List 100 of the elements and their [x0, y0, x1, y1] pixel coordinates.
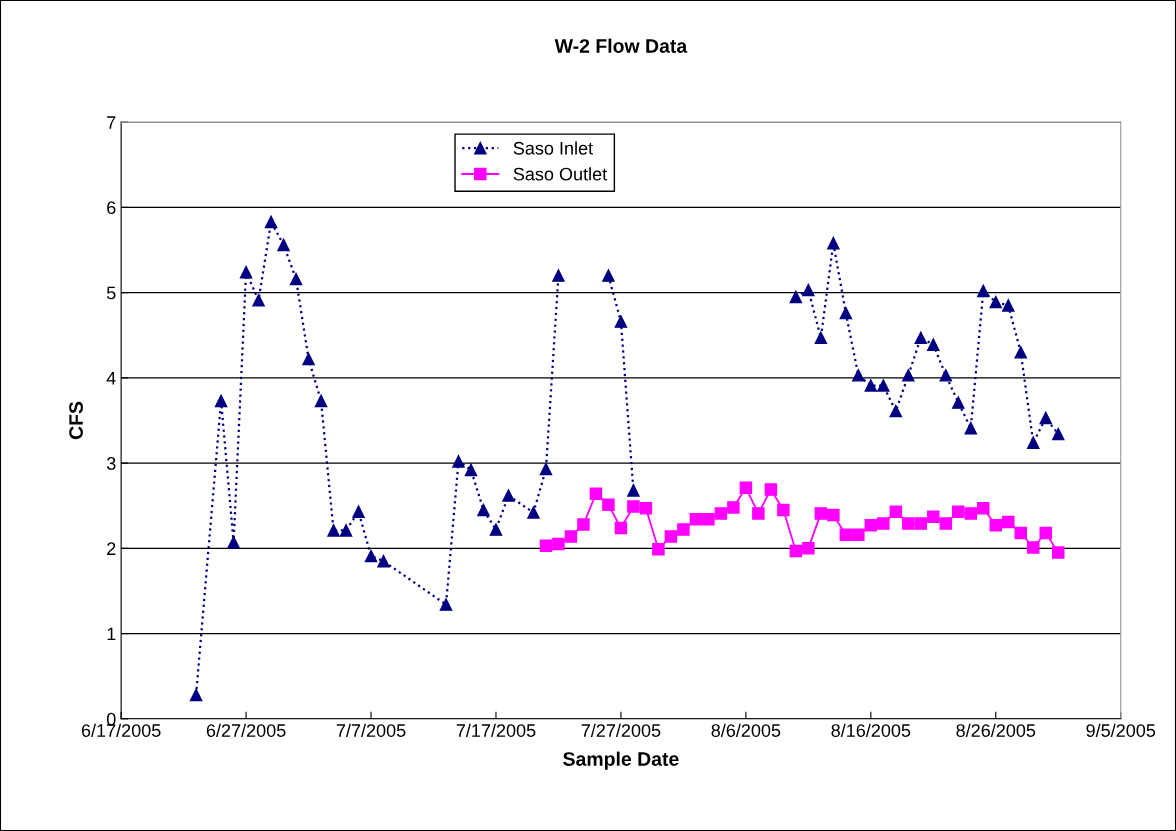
point: [902, 369, 915, 382]
point: [864, 379, 878, 392]
point: [752, 507, 765, 520]
point: [339, 524, 353, 537]
point: [827, 508, 840, 522]
point: [214, 394, 228, 408]
point: [639, 502, 653, 515]
point: [939, 369, 953, 382]
x-tick-label: 7/7/2005: [336, 723, 406, 737]
y-axis-title: CFS: [69, 401, 83, 440]
point: [264, 215, 278, 229]
point: [614, 315, 628, 328]
point: [464, 463, 478, 477]
x-tick-label: 8/16/2005: [831, 723, 911, 737]
point: [714, 507, 728, 520]
point: [977, 502, 990, 515]
legend-label: Saso Inlet: [513, 141, 593, 155]
point: [602, 498, 615, 512]
point: [1052, 427, 1065, 441]
point: [489, 523, 503, 536]
point: [977, 284, 990, 298]
point: [914, 331, 928, 345]
point: [314, 394, 328, 408]
point: [364, 549, 378, 563]
point: [802, 283, 815, 297]
point: [602, 269, 615, 282]
point: [527, 506, 540, 519]
point: [952, 396, 965, 409]
point: [814, 507, 828, 520]
x-tick-label: 7/17/2005: [456, 723, 536, 737]
point: [702, 513, 715, 526]
point: [252, 294, 265, 307]
point: [239, 265, 253, 279]
point: [777, 503, 790, 517]
point: [1027, 436, 1040, 449]
x-tick-label: 6/27/2005: [206, 723, 286, 737]
point: [1052, 546, 1065, 559]
point: [189, 688, 203, 702]
point: [1039, 411, 1053, 425]
point: [827, 236, 840, 250]
point: [577, 518, 590, 531]
point: [689, 513, 703, 526]
point: [989, 519, 1003, 532]
y-tick-label: 2: [107, 542, 116, 555]
legend-label: Saso Outlet: [513, 167, 608, 181]
point: [539, 462, 553, 476]
point: [814, 331, 828, 345]
point: [552, 537, 565, 551]
x-tick-label: 9/5/2005: [1086, 723, 1156, 737]
point: [1039, 526, 1053, 540]
x-axis-title: Sample Date: [563, 751, 679, 770]
point: [952, 505, 965, 518]
point: [227, 536, 240, 549]
point: [864, 519, 878, 532]
point: [539, 539, 553, 553]
y-tick-label: 5: [106, 286, 116, 300]
point: [1027, 541, 1040, 554]
point: [964, 507, 978, 520]
point: [1002, 515, 1015, 529]
x-tick-label: 8/26/2005: [956, 723, 1036, 737]
point: [852, 528, 865, 541]
point: [327, 524, 340, 537]
point: [802, 542, 815, 555]
point: [564, 530, 578, 543]
point: [927, 510, 940, 524]
point: [939, 517, 953, 530]
point: [552, 269, 565, 282]
point: [352, 505, 365, 518]
point: [764, 483, 778, 496]
point: [289, 272, 303, 286]
point: [914, 517, 928, 530]
point: [902, 517, 915, 530]
point: [727, 501, 740, 514]
point: [989, 295, 1003, 309]
y-tick-label: 6: [107, 201, 116, 215]
y-tick-label: 4: [106, 371, 116, 385]
point: [1014, 346, 1028, 359]
point: [1002, 299, 1015, 312]
point: [627, 500, 640, 513]
y-tick-label: 7: [107, 116, 116, 129]
point: [477, 503, 490, 517]
x-tick-label: 8/6/2005: [711, 723, 781, 737]
point: [852, 369, 865, 382]
point: [889, 505, 903, 518]
point: [277, 238, 290, 252]
x-tick-label: 7/27/2005: [581, 723, 661, 737]
point: [839, 306, 853, 320]
point: [589, 487, 603, 501]
point: [502, 489, 515, 502]
point: [1014, 526, 1028, 540]
point: [877, 379, 890, 392]
point: [452, 455, 465, 468]
point: [302, 352, 315, 366]
point: [839, 528, 853, 541]
chart-title: W-2 Flow Data: [554, 38, 688, 53]
point: [789, 290, 803, 304]
point: [652, 542, 665, 556]
point: [877, 517, 890, 530]
point: [889, 404, 903, 418]
point: [739, 481, 753, 495]
